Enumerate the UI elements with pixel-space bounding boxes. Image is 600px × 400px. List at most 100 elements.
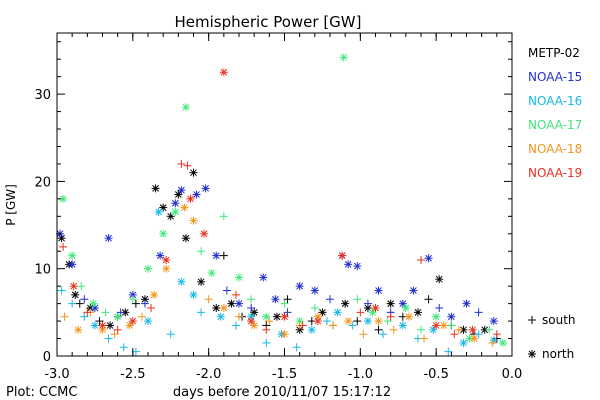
data-point-noaa-18	[329, 321, 338, 330]
data-point-noaa-19	[450, 330, 459, 339]
data-point-noaa-17	[128, 295, 137, 304]
data-point-noaa-18	[235, 312, 243, 321]
data-point-noaa-18	[137, 312, 146, 321]
data-point-noaa-19	[280, 312, 289, 321]
data-point-noaa-15	[409, 286, 418, 295]
data-point-noaa-19	[69, 282, 78, 291]
data-point-noaa-16	[216, 312, 225, 321]
data-point-noaa-16	[154, 207, 163, 216]
plot-credit: Plot: CCMC	[6, 385, 77, 400]
data-point-metp-02	[374, 325, 383, 334]
data-point-noaa-15	[363, 299, 372, 308]
data-point-noaa-18	[162, 264, 171, 273]
data-point-noaa-17	[353, 295, 362, 304]
legend-entry: NOAA-16	[528, 94, 582, 108]
x-tick-label: -0.5	[423, 367, 448, 382]
data-point-noaa-19	[177, 159, 186, 168]
data-point-metp-02	[219, 251, 228, 260]
data-point-noaa-15	[116, 308, 125, 317]
data-point-noaa-19	[432, 321, 441, 330]
data-point-noaa-15	[435, 303, 444, 312]
data-point-noaa-17	[113, 312, 122, 321]
data-point-metp-02	[435, 275, 444, 284]
legend: METP-02 NOAA-15 NOAA-16 NOAA-17 NOAA-18 NOAA-…	[528, 46, 582, 361]
data-point-noaa-15	[447, 312, 456, 321]
legend-entry: NOAA-15	[528, 70, 582, 84]
data-point-metp-02	[181, 234, 190, 243]
data-point-noaa-17	[262, 312, 271, 321]
data-point-noaa-19	[356, 308, 365, 317]
data-point-noaa-16	[379, 330, 388, 339]
data-point-metp-02	[151, 184, 160, 193]
data-point-noaa-16	[90, 321, 99, 330]
data-point-noaa-15	[295, 282, 304, 291]
data-point-noaa-17	[77, 282, 86, 291]
data-point-noaa-16	[459, 338, 468, 347]
data-point-noaa-19	[183, 161, 192, 170]
data-point-noaa-16	[189, 290, 198, 299]
data-point-metp-02	[272, 312, 281, 321]
data-point-noaa-18	[488, 338, 497, 347]
data-point-noaa-16	[444, 347, 453, 356]
data-point-noaa-17	[219, 212, 228, 221]
data-point-noaa-15	[192, 190, 201, 199]
x-tick-label: -1.5	[272, 367, 297, 382]
data-point-noaa-15	[140, 299, 149, 308]
data-point-noaa-17	[401, 303, 410, 312]
data-point-noaa-16	[166, 330, 175, 339]
x-tick-label: -1.0	[348, 367, 373, 382]
x-tick-label: 0.0	[502, 367, 523, 382]
data-point-noaa-18	[189, 216, 198, 225]
data-point-metp-02	[295, 325, 304, 334]
data-point-noaa-15	[68, 260, 77, 269]
data-point-noaa-15	[474, 308, 483, 317]
legend-entry: NOAA-18	[528, 142, 582, 156]
y-tick-label: 20	[34, 175, 51, 190]
data-point-noaa-18	[110, 330, 119, 339]
x-tick-label: -3.0	[44, 367, 69, 382]
data-point-noaa-17	[485, 325, 494, 334]
data-point-noaa-15	[235, 299, 243, 308]
data-point-noaa-15	[398, 299, 407, 308]
data-point-noaa-15	[344, 260, 353, 269]
data-point-noaa-17	[432, 312, 441, 321]
data-point-noaa-16	[119, 343, 128, 352]
data-point-noaa-16	[348, 321, 357, 330]
data-point-noaa-16	[363, 317, 372, 326]
data-point-metp-02	[227, 299, 236, 308]
data-point-noaa-17	[181, 103, 190, 112]
data-point-noaa-19	[186, 194, 195, 203]
data-point-noaa-17	[247, 295, 256, 304]
data-point-metp-02	[318, 308, 327, 317]
data-point-noaa-19	[386, 312, 395, 321]
data-point-noaa-15	[201, 184, 210, 193]
data-point-noaa-19	[162, 255, 171, 264]
data-point-noaa-16	[429, 325, 438, 334]
data-point-noaa-15	[462, 299, 471, 308]
data-point-noaa-17	[144, 264, 152, 273]
data-point-noaa-15	[353, 262, 362, 271]
data-point-noaa-19	[59, 242, 68, 251]
data-point-noaa-17	[417, 325, 425, 334]
legend-marker-label: north	[542, 347, 574, 361]
data-point-metp-02	[131, 299, 140, 308]
data-point-noaa-15	[80, 295, 89, 304]
data-point-noaa-15	[326, 295, 334, 304]
data-point-metp-02	[283, 295, 292, 304]
data-point-noaa-16	[177, 277, 186, 286]
data-point-noaa-17	[68, 251, 77, 260]
data-point-noaa-17	[310, 303, 319, 312]
north-marker-icon	[528, 350, 536, 358]
data-point-noaa-16	[398, 321, 407, 330]
data-point-noaa-19	[417, 255, 425, 264]
data-point-noaa-19	[83, 308, 92, 317]
y-axis: 0 10 20 30	[34, 41, 512, 365]
y-tick-label: 0	[43, 350, 51, 365]
data-point-noaa-16	[333, 308, 342, 317]
data-point-metp-02	[386, 299, 395, 308]
data-point-metp-02	[424, 295, 433, 304]
data-point-noaa-19	[147, 303, 156, 312]
data-point-noaa-15	[424, 254, 433, 263]
